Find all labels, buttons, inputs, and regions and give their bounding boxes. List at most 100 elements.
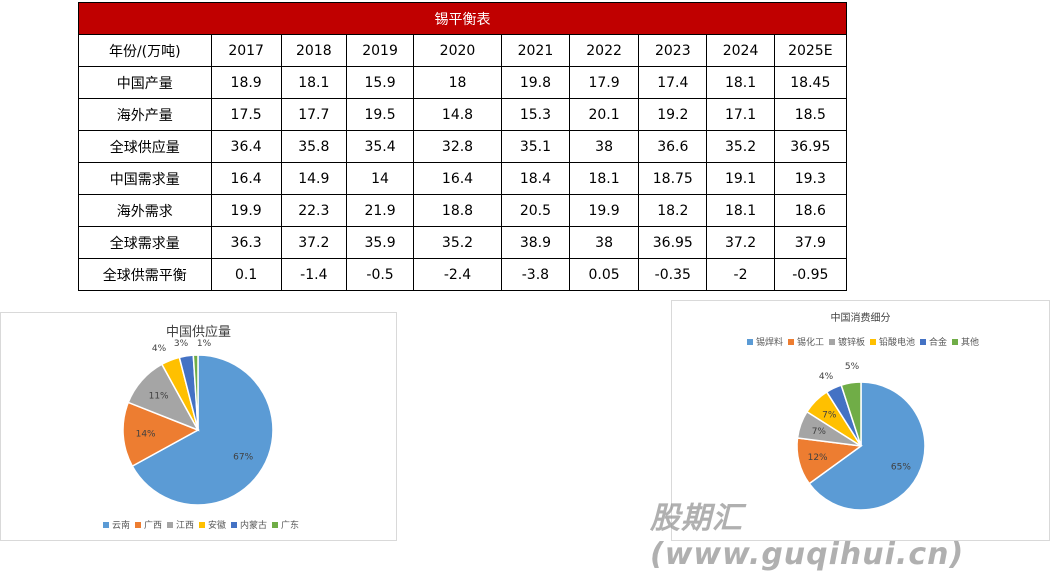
column-header: 2019 [345,34,415,67]
row-label: 海外产量 [78,98,212,131]
table-cell: 16.4 [210,162,282,195]
legend-swatch [231,522,238,528]
legend-label: 锡焊料 [755,338,783,348]
table-cell: 0.05 [568,258,640,291]
table-cell: 38 [568,130,640,163]
legend-swatch [746,339,753,345]
table-cell: -2 [706,258,775,291]
column-header: 2022 [568,34,640,67]
china-consumption-pie-chart: 中国消费细分 65% 12% 7% 7% 4% 5% 锡焊料 锡化工 镀锌板 铅酸电池 合金 其他 [671,300,1050,541]
legend-swatch [166,522,173,528]
legend-label: 镀锌板 [837,338,865,348]
table-cell: 37.2 [280,226,347,259]
table-cell: 19.9 [568,194,640,227]
table-cell: 18.4 [500,162,571,195]
table-cell: 17.9 [568,66,640,99]
table-cell: 15.3 [500,98,571,131]
table-title: 锡平衡表 [78,2,847,35]
data-label: 5% [845,362,860,372]
table-cell: 14 [345,162,415,195]
column-header: 2023 [638,34,708,67]
legend-label: 合金 [929,338,948,348]
legend-label: 广东 [281,521,300,531]
table-cell: 17.5 [210,98,282,131]
column-header: 2018 [280,34,347,67]
chart-title: 中国消费细分 [830,313,891,324]
table-cell: 19.1 [706,162,775,195]
table-cell: 36.4 [210,130,282,163]
legend-label: 广西 [143,521,162,531]
legend: 锡焊料 锡化工 镀锌板 铅酸电池 合金 其他 [672,335,1049,348]
table-row: 全球供需平衡 0.1 -1.4 -0.5 -2.4 -3.8 0.05 -0.35 -2 -0.9… [78,258,848,291]
table-cell: 18.9 [210,66,282,99]
legend-label: 内蒙古 [240,521,268,531]
table-cell: -0.95 [773,258,848,291]
table-cell: 14.8 [413,98,502,131]
pie-slice-5 [192,354,199,431]
table-cell: 18.1 [568,162,640,195]
table-cell: 14.9 [280,162,347,195]
table-cell: -0.35 [638,258,708,291]
pie-slice-0 [808,381,926,511]
chart-title: 中国供应量 [165,325,231,340]
data-label: 4% [819,372,834,382]
data-label: 14% [136,429,156,439]
table-cell: 38.9 [500,226,571,259]
table-cell: 19.3 [773,162,848,195]
column-header: 年份/(万吨) [78,34,212,67]
table-cell: 36.6 [638,130,708,163]
legend-swatch [952,339,959,345]
legend-label: 锡化工 [796,338,824,348]
table-cell: 18.75 [638,162,708,195]
table-row: 全球需求量 36.3 37.2 35.9 35.2 38.9 38 36.95 37.2 37.9 [78,226,848,259]
header-row: 年份/(万吨) 2017 2018 2019 2020 2021 2022 2023 2024 2… [78,34,848,67]
table-cell: 35.2 [413,226,502,259]
data-label: 7% [822,410,837,420]
table-cell: 17.4 [638,66,708,99]
column-header: 2024 [706,34,775,67]
table-cell: 17.7 [280,98,347,131]
table-cell: 18.45 [773,66,848,99]
row-label: 全球供应量 [78,130,212,163]
table-cell: -0.5 [345,258,415,291]
legend-swatch [134,522,141,528]
tin-balance-table: 锡平衡表 年份/(万吨) 2017 2018 2019 2020 2021 2022 2023 2… [78,2,848,291]
table-row: 中国产量 18.9 18.1 15.9 18 19.8 17.9 17.4 18.1 18.45 [78,66,848,99]
data-label: 65% [891,462,911,472]
table-cell: 21.9 [345,194,415,227]
legend-swatch [787,339,794,345]
row-label: 海外需求 [78,194,212,227]
table-row: 海外需求 19.9 22.3 21.9 18.8 20.5 19.9 18.2 18.1 18.6 [78,194,848,227]
pie-slice-1 [122,401,200,468]
table-cell: 36.95 [773,130,848,163]
legend-swatch [272,522,279,528]
data-label: 1% [197,339,212,349]
china-supply-pie-chart: 中国供应量 67% 14% 11% 4% 3% 1% 云南 广西 江西 安徽 内蒙古 广东 [0,312,397,541]
table-cell: 19.2 [638,98,708,131]
watermark: 股期汇(www.guqihui.cn) [650,501,965,572]
table-cell: 18.6 [773,194,848,227]
pie-slice-0 [131,354,274,506]
table-cell: 19.9 [210,194,282,227]
table-cell: 36.95 [638,226,708,259]
column-header: 2020 [413,34,502,67]
table-cell: 18.1 [706,66,775,99]
table-cell: 36.3 [210,226,282,259]
table-row: 海外产量 17.5 17.7 19.5 14.8 15.3 20.1 19.2 17.1 18.5 [78,98,848,131]
row-label: 全球需求量 [78,226,212,259]
table-cell: 38 [568,226,640,259]
legend-label: 云南 [111,521,130,531]
table-row: 中国需求量 16.4 14.9 14 16.4 18.4 18.1 18.75 19.1 19.3 [78,162,848,195]
data-label: 4% [152,344,167,354]
table-cell: 18.1 [280,66,347,99]
data-label: 3% [174,339,189,349]
data-label: 12% [808,453,828,463]
table-cell: 35.9 [345,226,415,259]
table-cell: 15.9 [345,66,415,99]
legend-swatch [870,339,876,345]
table-cell: 19.5 [345,98,415,131]
data-label: 11% [149,391,169,401]
legend-label: 江西 [175,521,194,531]
table-cell: 35.8 [280,130,347,163]
legend-label: 其他 [961,338,980,348]
